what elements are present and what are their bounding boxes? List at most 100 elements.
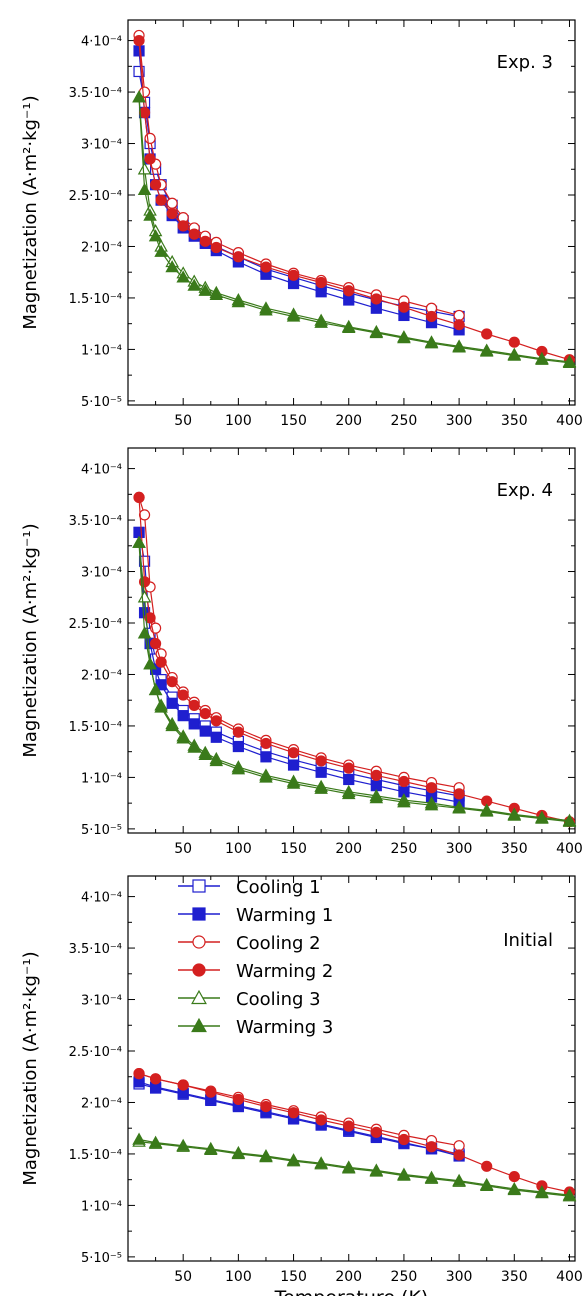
data-point [260, 1100, 272, 1113]
data-point [176, 1138, 190, 1151]
data-point [343, 1120, 355, 1132]
data-point [232, 1093, 244, 1105]
data-point [204, 1141, 218, 1154]
data-point [481, 328, 493, 340]
data-point [369, 325, 384, 339]
data-point [508, 1170, 520, 1183]
data-point [424, 1170, 439, 1183]
data-point [315, 766, 327, 778]
data-point [187, 740, 201, 753]
data-point [424, 798, 439, 811]
data-point [231, 1145, 246, 1159]
data-point [188, 228, 200, 240]
data-point [315, 755, 327, 767]
data-point [166, 676, 178, 688]
x-tick-label: 350 [501, 841, 528, 857]
data-point [286, 776, 301, 789]
legend-marker [191, 989, 207, 1005]
data-point [314, 315, 328, 328]
y-tick-label: 1.5·10⁻⁴ [69, 720, 122, 735]
data-point [133, 491, 145, 504]
data-point [315, 1114, 327, 1126]
data-point [209, 287, 224, 301]
series-warming-3 [132, 1132, 577, 1201]
series-cooling-2 [133, 491, 465, 794]
data-point [315, 276, 327, 289]
y-axis-label: Magnetization (A·m²·kg⁻¹) [20, 523, 41, 757]
data-point [260, 751, 272, 763]
data-point [343, 294, 355, 306]
data-point [259, 303, 273, 316]
x-tick-label: 150 [280, 413, 307, 429]
x-tick-label: 400 [556, 413, 582, 429]
y-tick-label: 5·10⁻⁵ [81, 823, 122, 838]
data-point [137, 590, 152, 603]
series-line [138, 97, 570, 363]
data-point [231, 762, 246, 775]
data-point [176, 270, 190, 283]
data-point [149, 637, 162, 650]
data-point [453, 319, 465, 331]
legend: Cooling 1 Warming 1 Cooling 2 Warming 2 Cool… [178, 877, 333, 1038]
legend-marker [192, 963, 206, 977]
data-point [198, 283, 213, 296]
data-point [165, 260, 179, 273]
data-point [315, 286, 327, 298]
x-tick-label: 50 [174, 841, 192, 857]
data-point [143, 208, 157, 221]
panel-label: Initial [503, 930, 553, 951]
plot-frame [127, 447, 576, 834]
x-tick-label: 300 [446, 1269, 473, 1285]
series-warming-2 [133, 34, 576, 366]
data-point [155, 194, 167, 206]
data-point [231, 295, 246, 308]
chart-panel-1: 50 100 150 200 250 300 350 400 5·10⁻⁵ 1·10⁻⁴ 1.5·1… [20, 19, 582, 429]
series-line [138, 1138, 570, 1196]
data-point [370, 1126, 382, 1138]
data-point [132, 1132, 146, 1145]
data-point [148, 682, 163, 696]
data-point [166, 697, 178, 709]
series-warming-3 [132, 90, 577, 368]
y-tick-label: 2·10⁻⁴ [81, 668, 122, 683]
data-point [398, 1133, 410, 1146]
legend-label: Cooling 3 [236, 989, 321, 1010]
data-point [507, 1181, 522, 1195]
data-point [205, 1086, 217, 1098]
data-point [341, 786, 356, 800]
x-tick-label: 100 [225, 1269, 252, 1285]
data-point [260, 261, 272, 273]
x-tick-label: 200 [335, 841, 362, 857]
data-point [143, 657, 157, 670]
data-point [398, 775, 410, 788]
y-tick-label: 5·10⁻⁵ [81, 1251, 122, 1266]
data-point [210, 241, 222, 254]
legend-label: Warming 1 [236, 905, 333, 926]
data-point [452, 340, 466, 353]
x-tick-label: 250 [391, 1269, 418, 1285]
data-point [137, 626, 152, 639]
data-point [176, 731, 190, 744]
data-point [259, 1149, 273, 1162]
y-tick-label: 3.5·10⁻⁴ [69, 86, 122, 101]
data-point [133, 65, 145, 78]
legend-label: Cooling 2 [236, 933, 321, 954]
y-tick-label: 3.5·10⁻⁴ [69, 514, 122, 529]
y-tick-label: 4·10⁻⁴ [81, 35, 122, 50]
x-tick-label: 200 [335, 1269, 362, 1285]
data-point [166, 207, 178, 220]
x-tick-label: 150 [280, 1269, 307, 1285]
data-point [508, 336, 520, 348]
data-point [149, 179, 162, 191]
x-tick-label: 250 [391, 413, 418, 429]
series-line [138, 97, 570, 364]
data-point [453, 788, 465, 800]
data-point [314, 1156, 328, 1169]
data-point [287, 747, 300, 759]
plot-frame [127, 875, 576, 1262]
data-point [187, 278, 201, 291]
data-point [138, 509, 151, 521]
chart-panel-3: 50 100 150 200 250 300 350 400 5·10⁻⁵ 1·10⁻⁴ 1.5·1… [20, 875, 582, 1296]
y-axis-label: Magnetization (A·m²·kg⁻¹) [20, 95, 41, 329]
x-tick-label: 350 [501, 1269, 528, 1285]
